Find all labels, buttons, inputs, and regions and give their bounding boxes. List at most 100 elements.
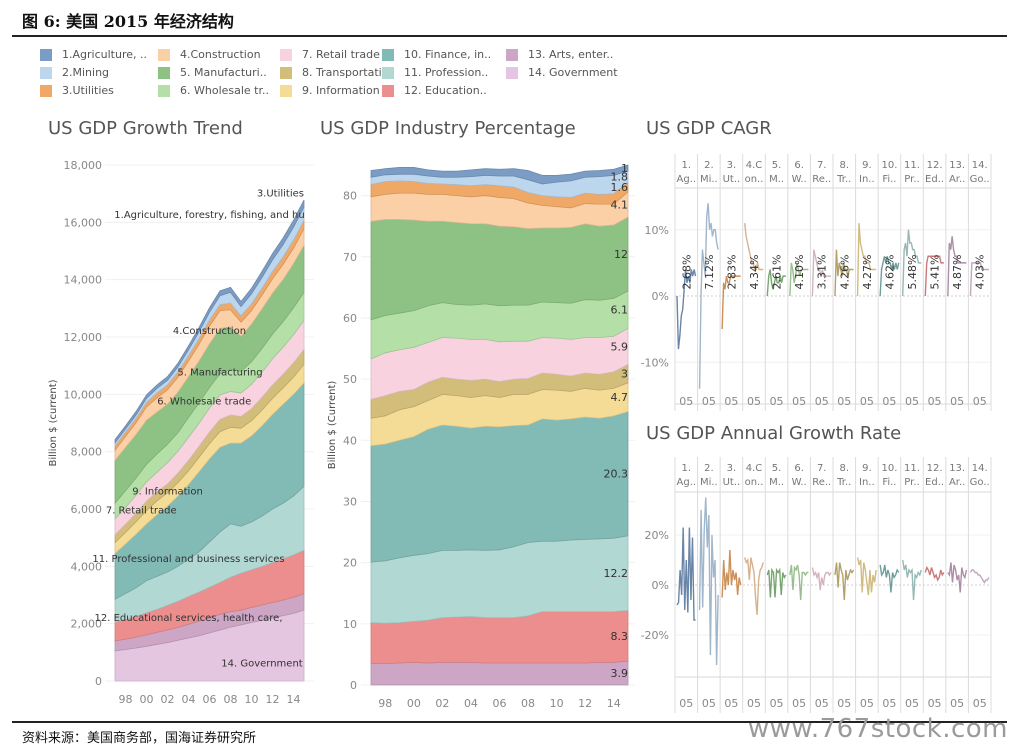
end-value-label: 4.7 xyxy=(611,391,629,404)
end-value-label: 12 xyxy=(614,248,628,261)
column-header-number: 6. xyxy=(794,160,804,171)
column-header-name: W.. xyxy=(792,174,807,185)
x-tick-label: 02 xyxy=(435,697,449,710)
x-tick-label: 12 xyxy=(266,693,280,706)
legend-label: 1.Agriculture, .. xyxy=(62,48,147,61)
column-header-name: Ar.. xyxy=(949,477,965,488)
column-header-number: 1. xyxy=(682,160,692,171)
x-tick-label: 05 xyxy=(905,697,919,710)
y-tick-label: 0 xyxy=(95,675,102,688)
legend-label: 8. Transportati.. xyxy=(302,66,389,79)
column-header-name: Ed.. xyxy=(925,174,944,185)
legend-label: 13. Arts, enter.. xyxy=(528,48,614,61)
area-annotation: 9. Information xyxy=(132,487,203,498)
series-line-14 xyxy=(969,262,989,297)
column-header-name: Ag.. xyxy=(677,174,697,185)
x-tick-label: 10 xyxy=(550,697,564,710)
legend-item[interactable]: 5. Manufacturi.. xyxy=(158,66,267,79)
x-tick-label: 05 xyxy=(860,395,874,408)
legend-item[interactable]: 2.Mining xyxy=(40,66,109,79)
series-line-7 xyxy=(811,249,831,297)
end-value-label: 1.6 xyxy=(611,181,629,194)
column-header-name: Mi.. xyxy=(700,477,718,488)
column-header-number: 3. xyxy=(727,160,737,171)
x-tick-label: 98 xyxy=(378,697,392,710)
x-tick-label: 05 xyxy=(679,697,693,710)
y-tick-label: 8,000 xyxy=(71,446,103,459)
legend-item[interactable]: 11. Profession.. xyxy=(382,66,488,79)
series-line-8 xyxy=(834,249,854,297)
legend-item[interactable]: 12. Education.. xyxy=(382,84,487,97)
watermark: www.767stock.com xyxy=(747,714,1008,744)
series-line-10 xyxy=(879,256,900,297)
source-note: 资料来源：美国商务部，国海证券研究所 xyxy=(22,731,257,746)
x-tick-label: 05 xyxy=(747,697,761,710)
growth-trend-chart: 0 2,000 4,000 6,000 8,000 10,000 12,000 14,000 1… xyxy=(48,159,314,706)
column-header-number: 7. xyxy=(817,463,827,474)
column-header-number: 9. xyxy=(862,463,872,474)
column-header-name: M.. xyxy=(769,174,784,185)
end-value-label: 20.3 xyxy=(604,468,629,481)
legend-item[interactable]: 4.Construction xyxy=(158,48,261,61)
figure-title: 图 6: 美国 2015 年经济结构 xyxy=(22,12,234,31)
legend-item[interactable]: 6. Wholesale tr.. xyxy=(158,84,269,97)
legend-item[interactable]: 8. Transportati.. xyxy=(280,66,389,79)
column-header-name: Ed.. xyxy=(925,477,944,488)
column-header-name: Ar.. xyxy=(949,174,965,185)
cagr-chart: 10% 0% -10% 1. Ag.. 05 2.68% 2. Mi.. 05 7.12% 3. Ut.… xyxy=(641,154,992,411)
column-header-number: 6. xyxy=(794,463,804,474)
x-tick-label: 05 xyxy=(882,395,896,408)
column-header-name: W.. xyxy=(792,477,807,488)
x-tick-label: 00 xyxy=(140,693,154,706)
legend-label: 6. Wholesale tr.. xyxy=(180,84,270,97)
column-header-name: Ag.. xyxy=(677,477,697,488)
x-tick-label: 05 xyxy=(882,697,896,710)
legend-swatch xyxy=(506,48,518,61)
annual-growth-title: US GDP Annual Growth Rate xyxy=(646,423,902,444)
annual-growth-chart: 20% 0% -20% 1. Ag.. 05 2. Mi.. 05 3. Ut.. 05 4.C on..… xyxy=(641,457,992,713)
legend-item[interactable]: 9. Information xyxy=(280,84,380,97)
legend-item[interactable]: 14. Government xyxy=(506,66,618,79)
legend-item[interactable]: 10. Finance, in.. xyxy=(382,48,491,61)
x-tick-label: 05 xyxy=(724,697,738,710)
legend-item[interactable]: 13. Arts, enter.. xyxy=(506,48,613,61)
series-line-3 xyxy=(721,275,741,330)
legend-item[interactable]: 3.Utilities xyxy=(40,84,114,97)
y-tick-label: 10% xyxy=(645,224,669,237)
x-tick-label: 05 xyxy=(724,395,738,408)
x-tick-label: 05 xyxy=(792,395,806,408)
legend-item[interactable]: 1.Agriculture, .. xyxy=(40,48,147,61)
x-tick-label: 05 xyxy=(973,697,987,710)
column-header-number: 10. xyxy=(881,463,897,474)
series-line-13 xyxy=(947,562,968,593)
series-line-14 xyxy=(969,569,990,584)
area-series-13 xyxy=(370,660,629,686)
column-header-number: 11. xyxy=(904,463,920,474)
y-tick-label: -20% xyxy=(641,629,669,642)
column-header-name: Re.. xyxy=(812,174,831,185)
y-tick-label: -10% xyxy=(641,356,669,369)
series-line-5 xyxy=(766,269,786,297)
legend-label: 7. Retail trade xyxy=(302,48,380,61)
y-tick-label: 4,000 xyxy=(71,560,103,573)
legend-swatch xyxy=(158,84,170,97)
industry-pct-title: US GDP Industry Percentage xyxy=(320,118,576,139)
y-tick-label: 10,000 xyxy=(64,388,103,401)
column-header-number: 2. xyxy=(704,160,714,171)
legend-item[interactable]: 7. Retail trade xyxy=(280,48,380,61)
legend: 1.Agriculture, .. 2.Mining 3.Utilities 4.Co… xyxy=(40,48,640,108)
value-label: 3.31% xyxy=(816,255,829,290)
y-tick-label: 20% xyxy=(645,529,669,542)
end-value-label: 1.8 xyxy=(611,171,629,184)
column-header-number: 5. xyxy=(772,160,782,171)
y-tick-label: 2,000 xyxy=(71,618,103,631)
y-tick-label: 0% xyxy=(652,579,669,592)
y-tick-label: 60 xyxy=(343,312,357,325)
legend-swatch xyxy=(280,66,292,79)
legend-swatch xyxy=(158,48,170,61)
column-header-number: 13. xyxy=(949,160,965,171)
value-label: 4.27% xyxy=(861,255,874,290)
y-tick-label: 70 xyxy=(343,251,357,264)
x-tick-label: 05 xyxy=(747,395,761,408)
column-header-name: Tr.. xyxy=(836,477,851,488)
